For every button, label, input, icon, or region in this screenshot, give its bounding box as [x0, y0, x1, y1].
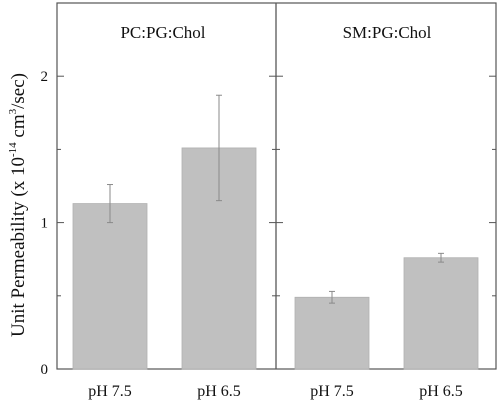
bars — [72, 94, 479, 370]
panel-title: SM:PG:Chol — [343, 23, 432, 42]
category-label: pH 7.5 — [88, 383, 132, 400]
category-label: pH 7.5 — [310, 383, 354, 400]
y-tick-label: 1 — [41, 216, 49, 232]
y-tick-label: 0 — [41, 362, 49, 378]
bar — [294, 296, 370, 370]
category-label: pH 6.5 — [197, 383, 241, 400]
y-tick-label: 2 — [41, 69, 49, 85]
y-axis-title: Unit Permeability (x 10-14 cm3/sec) — [7, 73, 29, 337]
axes — [56, 2, 497, 370]
bar — [72, 203, 148, 370]
bar — [403, 257, 479, 370]
panel-title: PC:PG:Chol — [120, 23, 205, 42]
labels: 0 1 2 PC:PG:Chol pH 7.5 pH 6.5 SM:PG:Chol pH 7.… — [41, 23, 463, 400]
category-label: pH 6.5 — [419, 383, 463, 400]
